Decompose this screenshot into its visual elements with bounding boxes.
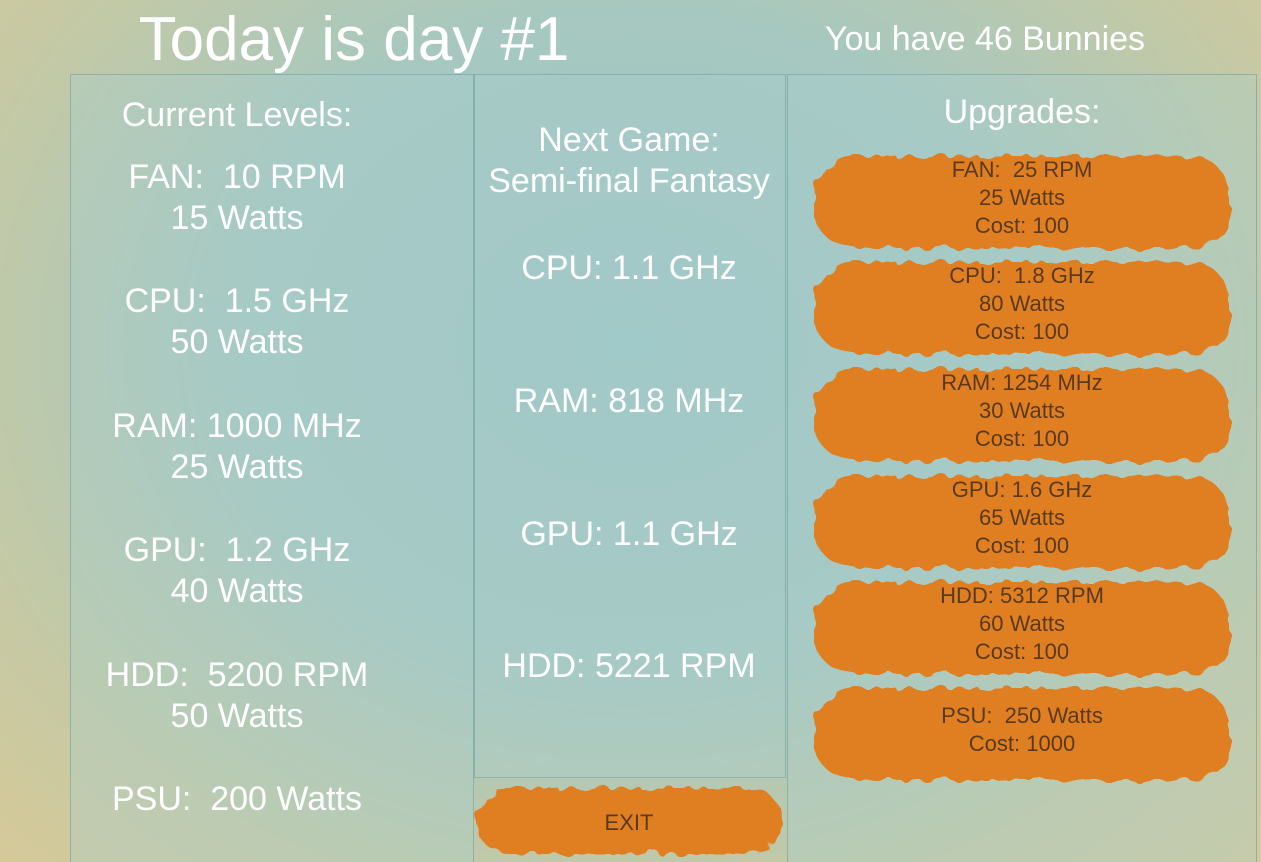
upgrade-line[interactable]: Cost: 100 [974, 426, 1070, 451]
upgrade-line[interactable]: 80 Watts [979, 291, 1065, 316]
upgrade-line[interactable]: 60 Watts [979, 611, 1065, 636]
upgrade-button[interactable] [814, 582, 1230, 674]
upgrade-button[interactable] [814, 156, 1230, 248]
requirement: CPU: 1.1 GHz [521, 249, 737, 287]
day-title: Today is day #1 [138, 5, 570, 74]
upgrade-line[interactable]: Cost: 100 [974, 639, 1070, 664]
levels-panel [70, 74, 474, 862]
level-line: FAN: 10 RPM [128, 158, 346, 196]
level-line: 50 Watts [170, 323, 304, 362]
exit-button-bg[interactable] [476, 788, 782, 854]
level-line: RAM: 1000 MHz [112, 406, 362, 445]
next-game-name: Semi-final Fantasy [488, 162, 770, 200]
levels-heading: Current Levels: [121, 96, 353, 134]
upgrade-line[interactable]: 25 Watts [979, 185, 1065, 210]
upgrade-line[interactable]: Cost: 100 [974, 319, 1070, 344]
level-line: PSU: 200 Watts [111, 780, 363, 818]
level-line: 25 Watts [170, 447, 304, 486]
upgrade-line[interactable]: Cost: 100 [974, 533, 1070, 558]
upgrade-line[interactable]: RAM: 1254 MHz [941, 370, 1103, 395]
upgrade-button[interactable] [814, 688, 1230, 780]
upgrade-button[interactable] [814, 476, 1230, 568]
upgrades-heading: Upgrades: [943, 93, 1101, 131]
upgrade-line[interactable]: 65 Watts [979, 505, 1065, 530]
upgrade-line[interactable]: CPU: 1.8 GHz [949, 263, 1095, 288]
upgrade-line[interactable]: GPU: 1.6 GHz [951, 477, 1093, 502]
upgrade-line[interactable]: Cost: 100 [974, 213, 1070, 238]
level-line: HDD: 5200 RPM [105, 655, 369, 694]
requirement: HDD: 5221 RPM [502, 647, 756, 685]
upgrade-line[interactable]: Cost: 1000 [968, 731, 1076, 756]
upgrade-line[interactable]: HDD: 5312 RPM [940, 583, 1104, 608]
level-line: 15 Watts [170, 199, 304, 237]
requirement: RAM: 818 MHz [513, 382, 745, 420]
level-line: CPU: 1.5 GHz [124, 282, 350, 321]
level-line: GPU: 1.2 GHz [123, 531, 351, 570]
upgrade-button[interactable] [814, 369, 1230, 461]
next-game-heading: Next Game: [538, 121, 720, 159]
next-game-panel [474, 74, 786, 778]
upgrade-line[interactable]: FAN: 25 RPM [951, 157, 1093, 182]
upgrade-button[interactable] [814, 262, 1230, 354]
upgrade-line[interactable]: 30 Watts [979, 398, 1065, 423]
requirement: GPU: 1.1 GHz [520, 515, 738, 553]
level-line: 50 Watts [170, 696, 304, 735]
level-line: 40 Watts [170, 572, 304, 611]
bunny-count: You have 46 Bunnies [824, 20, 1146, 58]
exit-label[interactable]: EXIT [604, 810, 654, 835]
upgrade-line[interactable]: PSU: 250 Watts [941, 703, 1103, 728]
